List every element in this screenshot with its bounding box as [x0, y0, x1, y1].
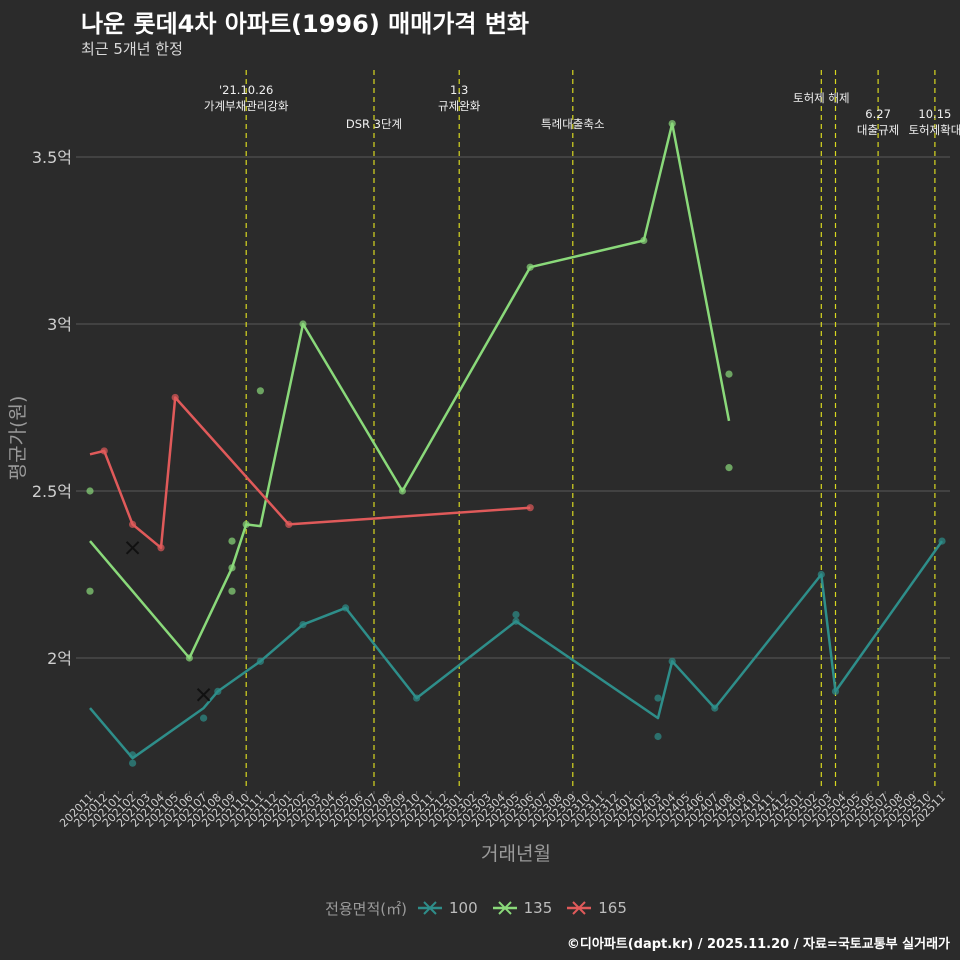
event-label: 특례대출축소 [541, 117, 604, 131]
data-point-100 [817, 570, 825, 579]
event-label: 토허제확대 [908, 123, 960, 137]
data-point-135 [640, 236, 648, 245]
legend-label-135: 135 [523, 899, 553, 917]
y-tick-label: 3.5억 [32, 148, 72, 167]
data-point-135 [242, 520, 250, 529]
data-point-135 [185, 654, 193, 662]
data-point-cross-100 [196, 688, 211, 702]
data-point-100 [214, 687, 222, 696]
x-axis-label: 거래년월 [481, 843, 551, 865]
event-label: 6.27 [865, 107, 891, 121]
series-lines [89, 122, 944, 760]
event-label: 가계부채관리강화 [204, 99, 289, 113]
event-label: 10.15 [918, 107, 951, 121]
legend-key-135-icon [492, 901, 517, 915]
data-point-135 [86, 587, 94, 595]
data-point-100 [129, 759, 137, 767]
series-line-100 [89, 540, 944, 760]
y-tick-label: 3억 [47, 315, 72, 334]
legend-label-100: 100 [448, 899, 478, 917]
data-point-165 [285, 520, 293, 529]
x-tick-labels: 2020112020122021012021022021032021042021… [57, 791, 948, 830]
data-point-135 [398, 487, 406, 495]
data-point-100 [129, 751, 137, 759]
series-line-165 [89, 396, 531, 550]
event-label: 대출규제 [857, 123, 899, 137]
series-points [86, 120, 946, 767]
legend-key-165-icon [567, 901, 592, 915]
data-point-165 [526, 504, 534, 512]
data-point-135 [526, 263, 534, 271]
event-label: 규제완화 [438, 99, 481, 113]
data-point-165 [100, 447, 108, 455]
series-line-135 [89, 122, 731, 660]
data-point-135 [668, 120, 676, 128]
data-point-100 [831, 687, 840, 696]
data-point-165 [157, 544, 165, 552]
legend-item-100[interactable]: 100 [417, 899, 478, 917]
data-point-135 [725, 464, 733, 472]
data-point-135 [86, 487, 94, 495]
data-point-100 [668, 657, 676, 665]
y-tick-label: 2.5억 [32, 482, 72, 501]
data-point-165 [129, 520, 137, 529]
data-point-cross-165 [125, 541, 140, 555]
legend-title: 전용면적(㎡) [325, 899, 407, 918]
data-point-135 [725, 370, 733, 378]
data-point-135 [228, 564, 236, 572]
event-label: DSR 3단계 [346, 117, 402, 131]
source-caption: ©디아파트(dapt.kr) / 2025.11.20 / 자료=국토교통부 실… [566, 937, 950, 952]
legend-key-100-icon [417, 901, 442, 915]
grid-lines [76, 156, 950, 659]
chart-title: 나운 롯데4차 아파트(1996) 매매가격 변화 [81, 10, 529, 38]
data-point-100 [512, 610, 520, 619]
y-tick-labels: 2억 2.5억 3억 3.5억 [32, 148, 72, 668]
event-label: 1.3 [450, 83, 468, 97]
data-point-100 [413, 694, 421, 702]
data-point-100 [654, 732, 662, 741]
data-point-100 [711, 704, 719, 712]
data-point-100 [200, 714, 208, 722]
event-label: 토허제 해제 [793, 91, 850, 105]
data-point-135 [228, 587, 236, 595]
data-point-100 [299, 621, 307, 629]
data-point-100 [654, 694, 662, 702]
data-point-165 [171, 393, 179, 402]
data-point-100 [512, 617, 520, 625]
chart-subtitle: 최근 5개년 한정 [81, 40, 183, 58]
y-tick-label: 2억 [47, 649, 72, 668]
legend-item-165[interactable]: 165 [566, 899, 627, 917]
data-point-100 [342, 604, 350, 612]
data-point-100 [938, 537, 946, 545]
data-point-100 [256, 657, 264, 665]
event-label: '21.10.26 [219, 83, 273, 97]
data-point-135 [228, 537, 236, 545]
legend-label-165: 165 [598, 899, 627, 917]
legend-item-135[interactable]: 135 [492, 899, 553, 917]
legend: 전용면적(㎡) 100 135 165 [0, 896, 960, 920]
y-axis-label: 평균가(원) [7, 396, 29, 481]
data-point-135 [299, 320, 307, 328]
data-point-135 [256, 387, 264, 395]
